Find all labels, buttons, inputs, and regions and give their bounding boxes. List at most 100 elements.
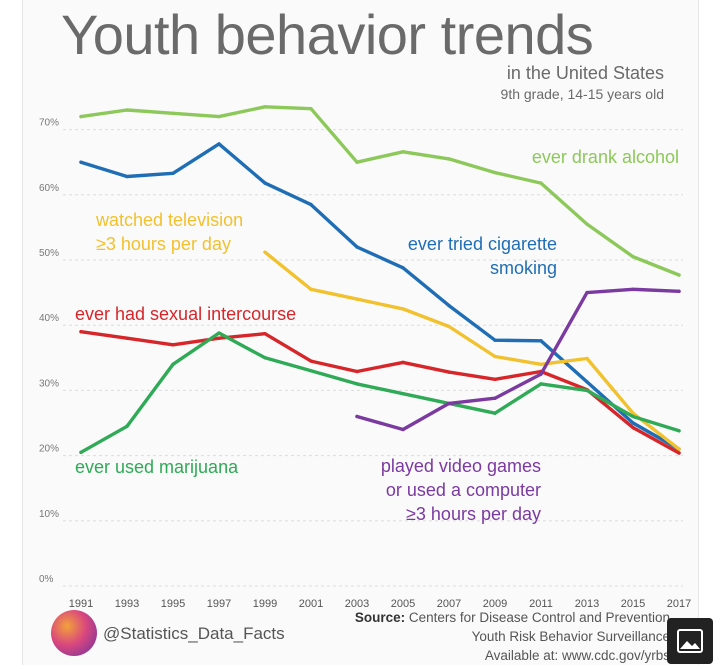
series-label: ever had sexual intercourse [75,304,296,324]
data-point [447,401,451,406]
source-text: Centers for Disease Control and Preventi… [408,610,670,625]
y-tick-label: 50% [39,248,59,259]
data-point [539,382,543,386]
data-point [79,450,83,455]
x-tick-label: 1991 [69,598,93,610]
x-tick-label: 2005 [391,598,415,610]
data-point [631,287,635,292]
series-label: watched television [95,210,243,230]
data-point [263,250,267,254]
y-tick-label: 70% [39,118,59,129]
x-tick-label: 2013 [575,598,599,610]
data-point [171,171,175,175]
data-point [401,150,405,154]
x-tick-label: 1997 [207,598,231,610]
data-point [171,111,175,116]
series-label: played video games [381,456,541,476]
line-chart: 0% 10% 20% 30% 40% 50% 60% 70% 1991 1993 1995 1997 1… [39,105,691,610]
account-logo [51,610,97,656]
data-point [355,382,359,386]
data-point [401,391,405,396]
data-point [309,287,313,292]
data-point [585,388,589,393]
source-line-2: Youth Risk Behavior Surveillance [471,629,670,644]
data-point [355,297,359,301]
data-point [217,336,221,340]
data-point [493,354,497,359]
x-tick-label: 2017 [667,598,691,610]
data-point [585,380,589,384]
data-point [677,289,681,293]
series-label: ≥3 hours per day [96,234,231,254]
data-point [677,429,681,433]
data-point [355,245,359,249]
data-point [355,369,359,374]
credit-handle: @Statistics_Data_Facts [103,624,285,643]
data-point [355,414,359,419]
series-label: ever drank alcohol [532,147,679,167]
data-point [585,356,589,361]
data-point [447,370,451,374]
y-tick-label: 0% [39,574,54,585]
data-point [493,338,497,342]
x-tick-label: 2009 [483,598,507,610]
series-label: smoking [490,258,557,278]
y-tick-label: 40% [39,313,59,324]
data-point [309,107,313,111]
source-line-1: Source: Centers for Disease Control and … [355,610,670,625]
series-line-2 [263,250,681,451]
data-point [79,114,83,119]
data-point [539,362,543,367]
data-point [631,255,635,259]
series-line-1 [79,142,681,451]
data-point [79,160,83,164]
data-point [263,356,267,360]
data-point [631,421,635,425]
data-point [585,290,589,295]
series-line-3 [79,330,681,455]
expand-image-button[interactable] [667,618,713,664]
data-point [355,160,359,164]
series-label: ever used marijuana [75,457,239,477]
x-tick-label: 2015 [621,598,645,610]
data-point [677,447,681,451]
data-point [447,303,451,308]
data-point [631,425,635,430]
data-point [585,222,589,226]
data-point [217,331,221,335]
chart-frame: 0% 10% 20% 30% 40% 50% 60% 70% 1991 1993 1995 1997 1… [22,0,713,665]
data-point [677,273,681,277]
series-line-5 [355,287,681,432]
series-label: or used a computer [386,480,541,500]
data-point [125,424,129,428]
data-point [217,114,221,119]
data-point [401,427,405,432]
data-point [263,331,267,336]
data-point [125,108,129,112]
data-point [263,105,267,109]
data-point [125,336,129,340]
data-point [309,369,313,373]
source-line-3: Available at: www.cdc.gov/yrbs [484,648,670,663]
y-tick-label: 20% [39,444,59,455]
data-point [493,396,497,400]
chart-subtitle-age: 9th grade, 14-15 years old [500,86,664,102]
data-point [171,362,175,367]
data-point [401,266,405,270]
y-tick-label: 30% [39,378,59,389]
data-point [217,142,221,146]
x-tick-label: 2001 [299,598,323,610]
source-label: Source: [354,610,406,625]
data-point [447,157,451,161]
data-point [539,181,543,185]
data-point [263,181,267,185]
x-tick-label: 1995 [161,598,185,610]
image-icon [677,629,703,653]
data-point [539,339,543,343]
x-tick-label: 2003 [345,598,369,610]
data-point [401,360,405,365]
x-tick-label: 2007 [437,598,461,610]
data-point [631,414,635,419]
y-tick-label: 10% [39,509,59,520]
x-tick-label: 1999 [253,598,277,610]
